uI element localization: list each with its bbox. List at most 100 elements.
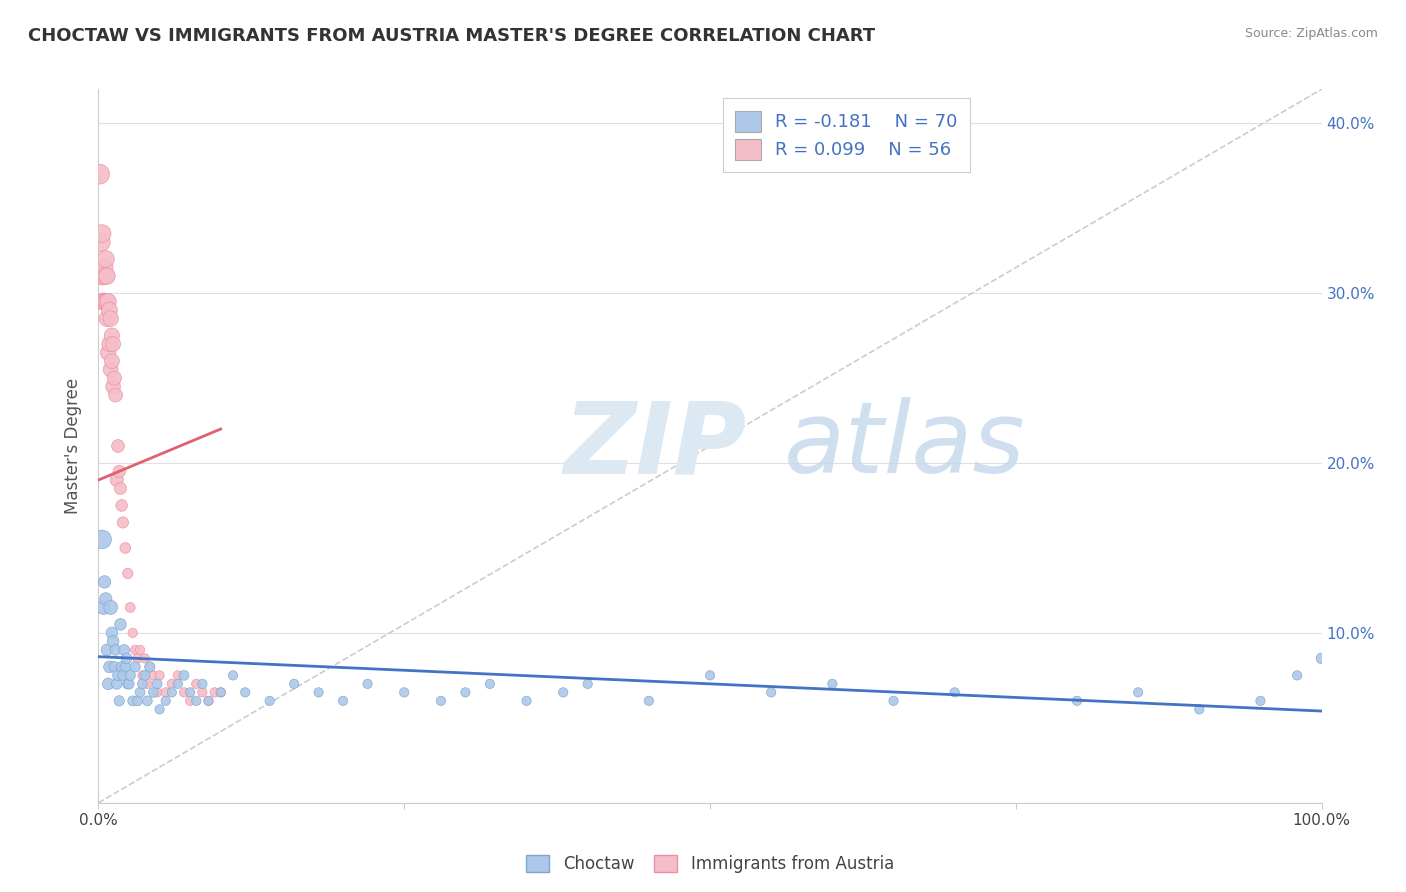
Text: atlas: atlas	[783, 398, 1025, 494]
Point	[118, 677, 141, 691]
Point	[117, 566, 139, 581]
Point	[107, 668, 129, 682]
Point	[94, 252, 117, 266]
Point	[101, 626, 124, 640]
Point	[89, 167, 111, 181]
Point	[186, 694, 208, 708]
Point	[1310, 651, 1333, 665]
Point	[209, 685, 232, 699]
Point	[110, 617, 132, 632]
Point	[146, 677, 169, 691]
Point	[139, 660, 162, 674]
Point	[96, 269, 118, 284]
Point	[134, 651, 156, 665]
Point	[90, 235, 112, 249]
Point	[115, 651, 138, 665]
Point	[104, 388, 127, 402]
Point	[191, 685, 214, 699]
Point	[167, 668, 190, 682]
Point	[129, 643, 152, 657]
Point	[91, 227, 114, 241]
Point	[233, 685, 256, 699]
Point	[553, 685, 575, 699]
Point	[120, 600, 142, 615]
Point	[105, 473, 128, 487]
Point	[160, 677, 183, 691]
Point	[121, 694, 143, 708]
Point	[108, 465, 131, 479]
Point	[761, 685, 783, 699]
Point	[1249, 694, 1271, 708]
Point	[124, 660, 146, 674]
Point	[108, 694, 131, 708]
Point	[96, 311, 118, 326]
Point	[91, 294, 114, 309]
Point	[638, 694, 661, 708]
Point	[114, 660, 136, 674]
Point	[111, 499, 134, 513]
Point	[94, 294, 117, 309]
Point	[149, 668, 172, 682]
Point	[131, 668, 153, 682]
Point	[110, 482, 132, 496]
Point	[98, 337, 121, 351]
Point	[478, 677, 501, 691]
Point	[179, 694, 201, 708]
Point	[107, 439, 129, 453]
Point	[105, 677, 128, 691]
Point	[943, 685, 966, 699]
Point	[139, 660, 162, 674]
Point	[94, 591, 117, 606]
Text: Source: ZipAtlas.com: Source: ZipAtlas.com	[1244, 27, 1378, 40]
Point	[111, 668, 134, 682]
Point	[91, 269, 114, 284]
Point	[100, 311, 122, 326]
Point	[93, 294, 115, 309]
Point	[173, 685, 195, 699]
Y-axis label: Master's Degree: Master's Degree	[65, 378, 83, 514]
Point	[883, 694, 905, 708]
Point	[97, 345, 120, 359]
Point	[112, 643, 135, 657]
Text: CHOCTAW VS IMMIGRANTS FROM AUSTRIA MASTER'S DEGREE CORRELATION CHART: CHOCTAW VS IMMIGRANTS FROM AUSTRIA MASTE…	[28, 27, 876, 45]
Point	[167, 677, 190, 691]
Point	[104, 643, 127, 657]
Point	[155, 685, 177, 699]
Point	[103, 660, 125, 674]
Point	[283, 677, 305, 691]
Point	[101, 337, 124, 351]
Point	[173, 668, 195, 682]
Point	[222, 668, 245, 682]
Point	[131, 677, 153, 691]
Point	[1188, 702, 1211, 716]
Point	[149, 702, 172, 716]
Point	[91, 600, 114, 615]
Point	[142, 668, 165, 682]
Point	[101, 354, 124, 368]
Point	[179, 685, 201, 699]
Point	[356, 677, 378, 691]
Point	[142, 685, 165, 699]
Point	[124, 643, 146, 657]
Point	[101, 328, 124, 343]
Point	[155, 694, 177, 708]
Point	[136, 694, 159, 708]
Point	[114, 541, 136, 555]
Point	[101, 634, 124, 648]
Point	[1128, 685, 1150, 699]
Point	[191, 677, 214, 691]
Point	[98, 660, 121, 674]
Point	[576, 677, 599, 691]
Point	[134, 668, 156, 682]
Point	[111, 660, 134, 674]
Point	[98, 303, 121, 318]
Point	[1066, 694, 1088, 708]
Legend: Choctaw, Immigrants from Austria: Choctaw, Immigrants from Austria	[519, 848, 901, 880]
Point	[515, 694, 537, 708]
Point	[120, 668, 142, 682]
Point	[204, 685, 226, 699]
Point	[186, 677, 208, 691]
Point	[454, 685, 477, 699]
Point	[146, 685, 169, 699]
Point	[308, 685, 330, 699]
